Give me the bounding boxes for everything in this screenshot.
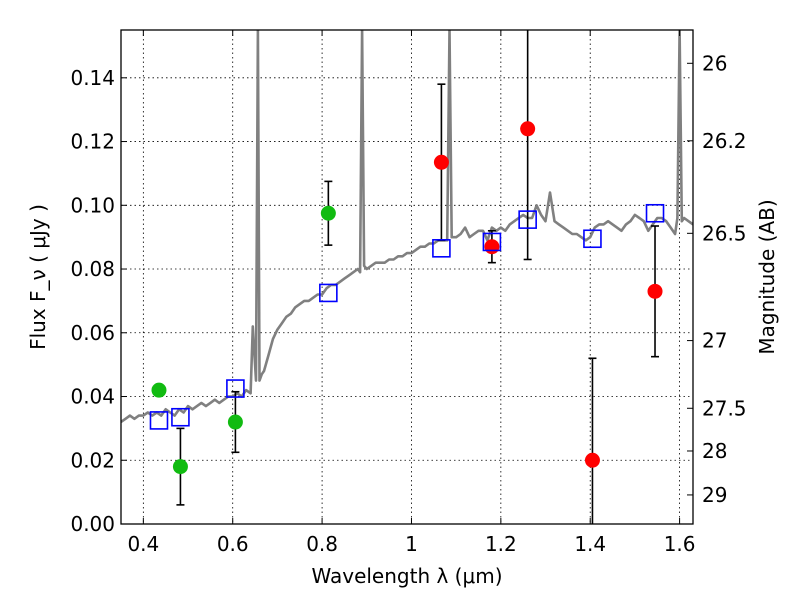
plot-area [121,30,693,524]
y-axis-label-right: Magnitude (AB) [755,199,779,354]
mag-tick-label: 26.5 [702,221,747,245]
y-tick-label: 0.00 [70,512,115,536]
x-tick-label: 1 [405,532,418,556]
y-tick-label: 0.06 [70,321,115,345]
x-axis-label: Wavelength λ (μm) [311,564,502,588]
data-point [433,154,449,170]
model-flux-point [482,232,502,252]
data-point [484,239,500,255]
x-tick-label: 0.8 [306,532,338,556]
mag-tick-label: 26.2 [702,129,747,153]
model-flux-point [171,407,190,427]
mag-tick-label: 29 [702,483,727,507]
x-tick-label: 1.2 [485,532,517,556]
data-point [172,459,188,475]
model-flux-point [149,411,169,430]
x-tick-label: 1.4 [574,532,606,556]
mag-tick-label: 27 [702,329,727,353]
model-flux-point [319,283,338,303]
model-flux-point [226,379,245,398]
mag-tick-label: 27.5 [702,396,747,420]
y-tick-label: 0.12 [70,130,115,154]
mag-tick-label: 28 [702,439,727,463]
data-point [320,205,336,221]
model-flux-point [583,229,602,249]
y-tick-label: 0.10 [70,193,115,217]
x-tick-label: 0.4 [127,532,159,556]
data-point [647,283,663,299]
model-flux-point [518,210,537,229]
x-tick-label: 1.6 [664,532,696,556]
x-tick-label: 0.6 [217,532,249,556]
data-point [520,121,536,137]
model-flux-point [645,203,665,223]
grid [121,30,693,525]
data-point [227,414,243,430]
data-point [151,382,167,398]
data-point [584,452,600,468]
y-tick-label: 0.04 [70,385,115,409]
y-axis-label: Flux F_ν ( μJy ) [26,204,50,350]
y-tick-label: 0.02 [70,448,115,472]
mag-tick-label: 26 [702,51,727,75]
axis-ticks: 0.4 0.6 0.8 1 1.2 1.4 1.6 0.00 0.02 0.04 0.06 0.08 0… [70,30,747,556]
y-tick-label: 0.14 [70,66,115,90]
plot-frame [120,29,694,525]
model-spectrum-line [121,30,693,424]
y-tick-label: 0.08 [70,257,115,281]
model-flux-point [432,239,451,258]
